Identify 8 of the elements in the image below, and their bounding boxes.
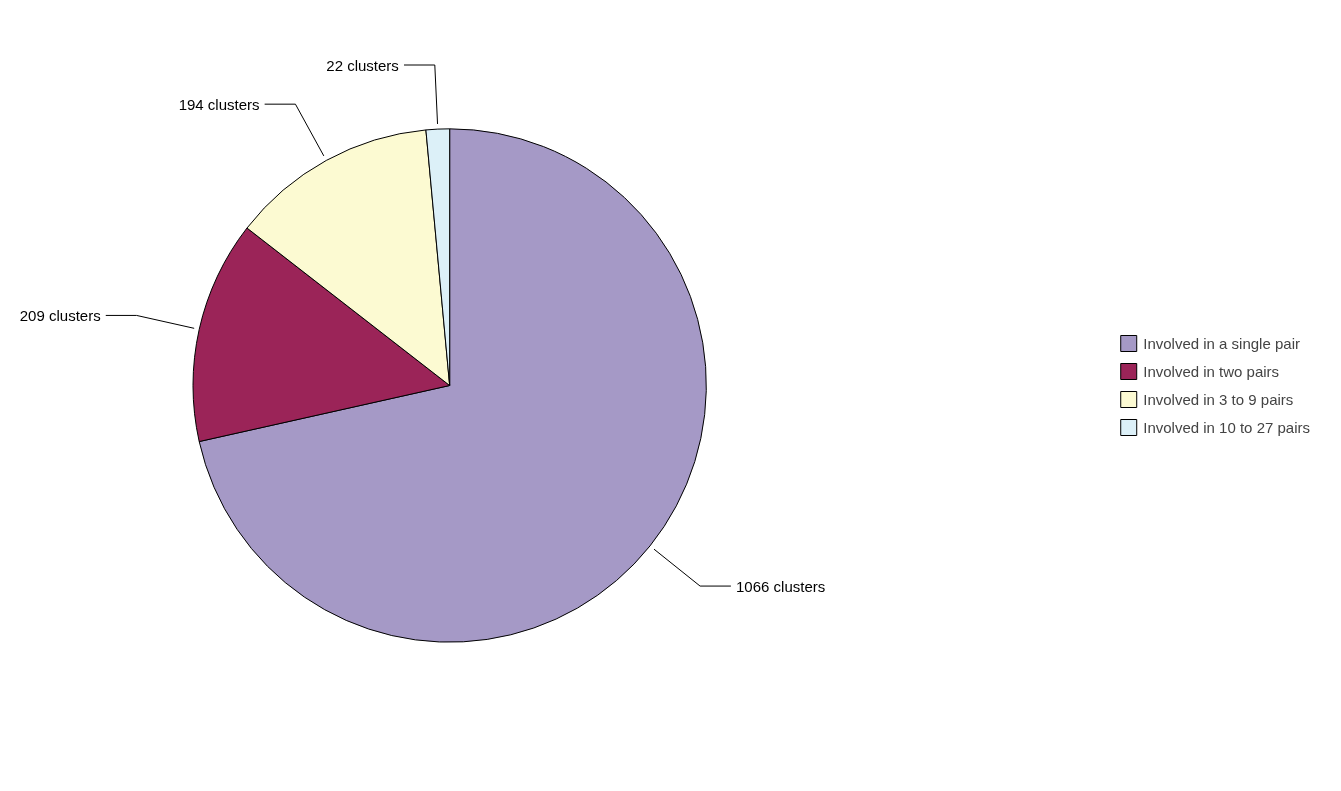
legend-label: Involved in 3 to 9 pairs	[1143, 390, 1294, 408]
legend-label: Involved in a single pair	[1143, 334, 1300, 352]
data-label: 1066 clusters	[736, 577, 826, 595]
data-label: 194 clusters	[178, 95, 260, 113]
legend-label: Involved in two pairs	[1143, 362, 1280, 380]
data-label: 22 clusters	[326, 56, 399, 74]
data-label: 209 clusters	[19, 306, 101, 324]
legend-label: Involved in 10 to 27 pairs	[1143, 418, 1310, 436]
